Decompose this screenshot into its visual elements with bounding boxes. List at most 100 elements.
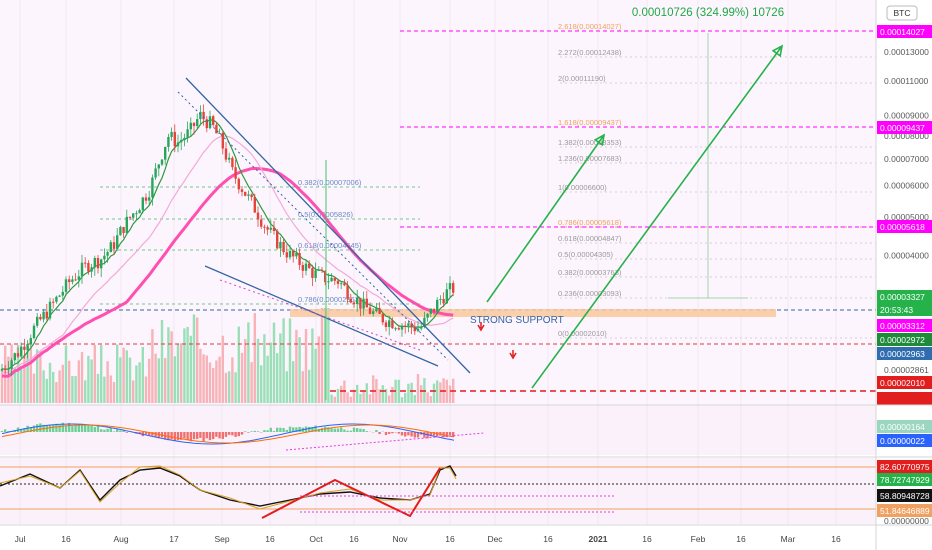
volume-bar	[93, 344, 96, 403]
candle-body	[170, 131, 173, 137]
candle-body	[237, 178, 240, 190]
candle-body	[432, 308, 436, 312]
macd-histogram-bar	[272, 431, 276, 432]
volume-bar	[285, 371, 288, 403]
volume-bar	[439, 382, 442, 403]
volume-bar	[167, 327, 170, 403]
candle-body	[186, 129, 189, 138]
volume-bar	[330, 394, 333, 403]
volume-bar	[298, 337, 301, 403]
volume-bar	[144, 376, 148, 403]
candle-body	[199, 111, 202, 120]
fib-level-label: 0.786(0.00005618)	[558, 218, 622, 227]
candle-body	[372, 311, 375, 314]
macd-histogram-bar	[58, 424, 61, 432]
macd-histogram-bar	[212, 432, 215, 440]
macd-pane-bg	[0, 405, 876, 455]
candle-body	[420, 326, 423, 329]
price-badge	[877, 347, 932, 360]
candle-body	[292, 250, 295, 257]
down-arrow-icon	[477, 322, 485, 332]
price-badge-label: 20:53:43	[880, 305, 913, 315]
volume-bar	[48, 362, 52, 403]
macd-histogram-bar	[84, 424, 87, 432]
volume-bar	[420, 385, 423, 403]
volume-bar	[269, 342, 272, 403]
macd-histogram-bar	[48, 424, 52, 432]
candle-body	[122, 227, 125, 234]
macd-histogram-bar	[266, 430, 269, 432]
candle-body	[279, 241, 282, 249]
candle-body	[183, 137, 186, 141]
price-tick-label: 0.00006000	[884, 180, 929, 190]
candle-body	[119, 227, 122, 236]
fib-level-label: 0(0.00002010)	[558, 329, 607, 338]
volume-bar	[224, 372, 228, 403]
macd-histogram-bar	[340, 427, 343, 432]
candle-body	[276, 230, 279, 249]
macd-histogram-bar	[186, 432, 189, 441]
macd-histogram-bar	[45, 425, 48, 432]
volume-bar	[4, 345, 7, 403]
candle-body	[391, 320, 394, 329]
candle-body	[13, 353, 16, 361]
volume-bar	[333, 396, 336, 403]
candle-body	[157, 164, 160, 169]
macd-histogram-bar	[151, 432, 154, 436]
volume-bar	[349, 396, 352, 403]
candle-body	[381, 313, 384, 323]
macd-histogram-bar	[362, 429, 365, 432]
rsi-badge	[877, 460, 932, 473]
candle-body	[400, 325, 404, 330]
candle-body	[23, 346, 26, 350]
time-tick-label: Feb	[691, 534, 706, 544]
volume-bar	[87, 355, 90, 403]
candle-body	[234, 167, 237, 179]
rsi-signal-line	[0, 465, 457, 510]
rsi-indicator	[0, 465, 876, 519]
time-axis[interactable]: Jul 16 Aug 17 Sep 16 Oct 16 Nov 16 Dec 16 2021 16 Feb 1…	[15, 534, 841, 544]
macd-histogram-bar	[183, 432, 186, 439]
volume-bar	[205, 355, 208, 403]
candle-body	[285, 252, 288, 258]
candle-body	[356, 297, 359, 305]
volume-bars	[0, 308, 455, 403]
candle-body	[109, 242, 112, 253]
rsi-pane-bg	[0, 458, 876, 524]
macd-histogram-bar	[240, 432, 244, 435]
volume-bar	[410, 382, 413, 403]
volume-bar	[253, 313, 256, 403]
fib-left-label: 0.618(0.00004645)	[298, 241, 362, 250]
macd-histogram-bar	[282, 428, 285, 432]
price-tick-label: 0.00002861	[884, 365, 929, 375]
candle-body	[167, 136, 170, 147]
time-tick-label: 16	[736, 534, 746, 544]
volume-bar	[295, 329, 298, 403]
volume-bar	[384, 388, 388, 403]
candle-body	[116, 235, 119, 249]
macd-histogram-bar	[116, 429, 119, 432]
fib-level-label: 0.236(0.00003093)	[558, 289, 622, 298]
volume-bar	[64, 345, 68, 403]
macd-histogram-bar	[100, 429, 103, 432]
candle-body	[125, 216, 128, 234]
volume-bar	[445, 379, 448, 403]
candle-body	[327, 281, 330, 283]
time-tick-label: 16	[543, 534, 553, 544]
candle-body	[74, 279, 77, 281]
volume-bar	[365, 383, 368, 403]
candle-body	[429, 308, 432, 314]
price-axis[interactable]: 0.00013000 0.00011000 0.00009000 0.00008000…	[877, 25, 932, 526]
candle-body	[10, 360, 13, 369]
candle-body	[397, 328, 400, 330]
projection-arrow	[531, 45, 783, 389]
candle-body	[68, 279, 71, 283]
volume-bar	[84, 380, 87, 403]
time-tick-label: 2021	[589, 534, 608, 544]
volume-bar	[176, 343, 180, 403]
volume-bar	[39, 350, 42, 403]
currency-badge[interactable]	[886, 5, 918, 21]
volume-bar	[362, 390, 365, 403]
